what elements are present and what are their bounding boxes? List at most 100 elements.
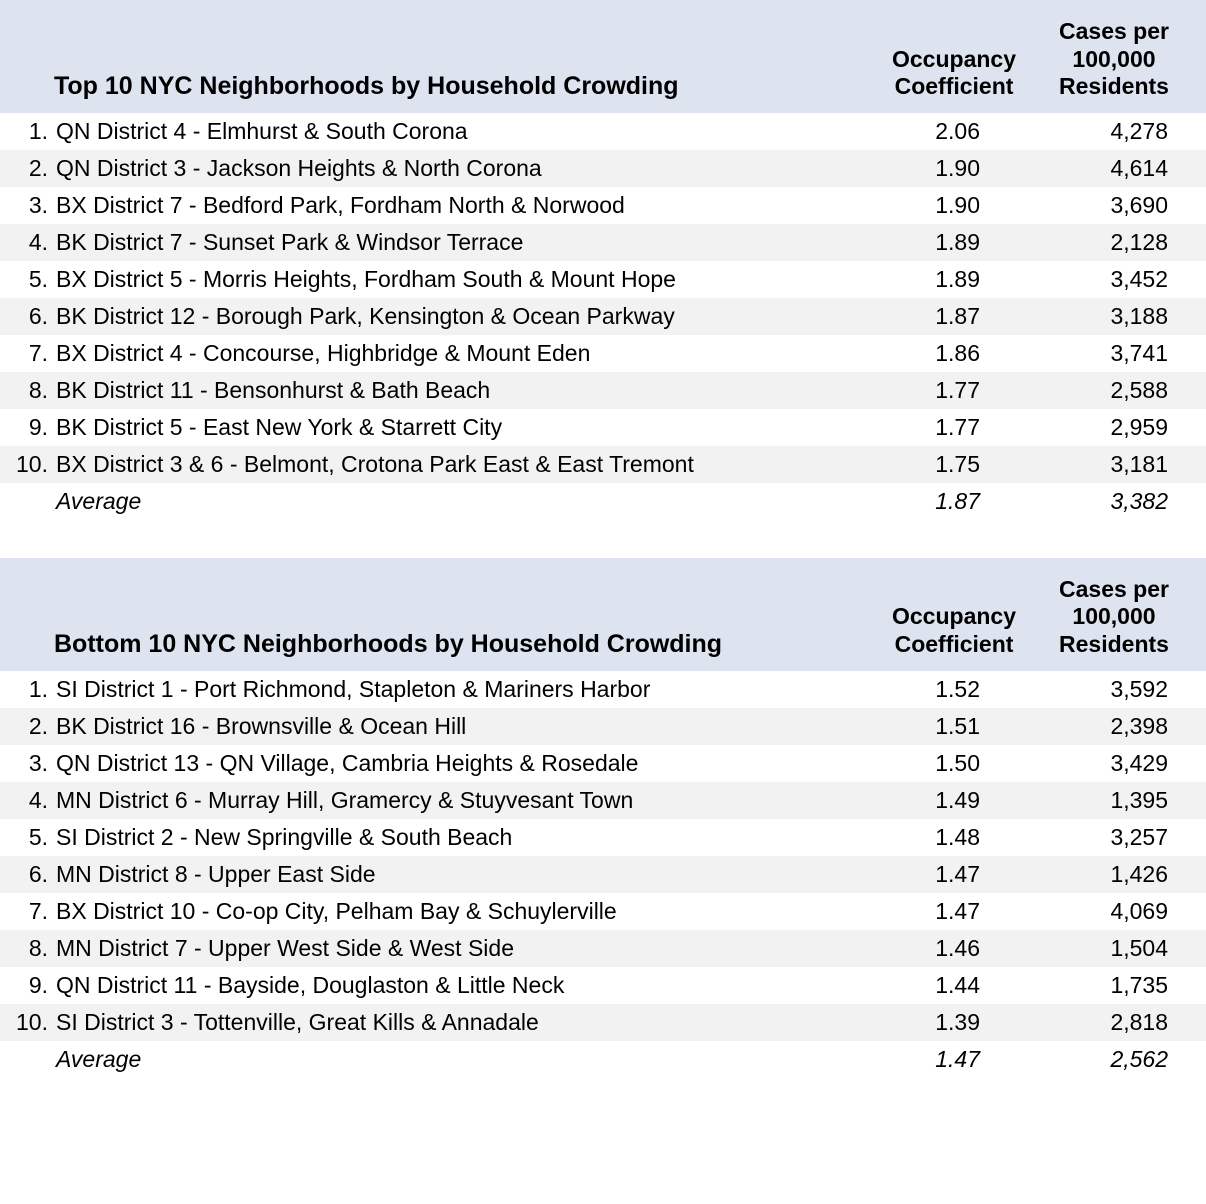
neighborhood-name: QN District 11 - Bayside, Douglaston & L… xyxy=(54,972,874,999)
table-row: 10.BX District 3 & 6 - Belmont, Crotona … xyxy=(0,446,1206,483)
occupancy-cell: 1.51 xyxy=(874,713,1034,740)
rank-cell: 9. xyxy=(12,972,54,999)
neighborhood-name: BK District 5 - East New York & Starrett… xyxy=(54,414,874,441)
table-row: 10.SI District 3 - Tottenville, Great Ki… xyxy=(0,1004,1206,1041)
neighborhood-name: QN District 4 - Elmhurst & South Corona xyxy=(54,118,874,145)
cases-cell: 1,504 xyxy=(1034,935,1194,962)
table-body-1: 1.SI District 1 - Port Richmond, Staplet… xyxy=(0,671,1206,1041)
table-row: 9.QN District 11 - Bayside, Douglaston &… xyxy=(0,967,1206,1004)
cases-cell: 4,614 xyxy=(1034,155,1194,182)
rank-cell: 6. xyxy=(12,303,54,330)
rank-cell: 1. xyxy=(12,118,54,145)
table-row: 1.SI District 1 - Port Richmond, Staplet… xyxy=(0,671,1206,708)
col-occupancy: Occupancy Coefficient xyxy=(874,603,1034,658)
table-row: 8.MN District 7 - Upper West Side & West… xyxy=(0,930,1206,967)
occupancy-cell: 1.49 xyxy=(874,787,1034,814)
rank-cell: 4. xyxy=(12,229,54,256)
rank-cell: 10. xyxy=(12,1009,54,1036)
neighborhood-name: QN District 13 - QN Village, Cambria Hei… xyxy=(54,750,874,777)
average-occ: 1.87 xyxy=(874,488,1034,515)
rank-cell: 7. xyxy=(12,898,54,925)
rank-cell: 5. xyxy=(12,266,54,293)
occupancy-cell: 1.50 xyxy=(874,750,1034,777)
rank-cell: 6. xyxy=(12,861,54,888)
rank-cell: 5. xyxy=(12,824,54,851)
bottom10-table: Bottom 10 NYC Neighborhoods by Household… xyxy=(0,558,1206,1078)
table-header: Top 10 NYC Neighborhoods by Household Cr… xyxy=(0,0,1206,113)
neighborhood-name: MN District 7 - Upper West Side & West S… xyxy=(54,935,874,962)
table-row: 5.SI District 2 - New Springville & Sout… xyxy=(0,819,1206,856)
table-row: 7.BX District 4 - Concourse, Highbridge … xyxy=(0,335,1206,372)
neighborhood-name: SI District 2 - New Springville & South … xyxy=(54,824,874,851)
neighborhood-name: QN District 3 - Jackson Heights & North … xyxy=(54,155,874,182)
average-label: Average xyxy=(12,1046,874,1073)
table-row: 9.BK District 5 - East New York & Starre… xyxy=(0,409,1206,446)
occupancy-cell: 1.48 xyxy=(874,824,1034,851)
occupancy-cell: 1.86 xyxy=(874,340,1034,367)
average-row: Average 1.87 3,382 xyxy=(0,483,1206,520)
neighborhood-name: BK District 7 - Sunset Park & Windsor Te… xyxy=(54,229,874,256)
cases-cell: 3,429 xyxy=(1034,750,1194,777)
rank-cell: 3. xyxy=(12,192,54,219)
occupancy-cell: 1.46 xyxy=(874,935,1034,962)
table-row: 6.BK District 12 - Borough Park, Kensing… xyxy=(0,298,1206,335)
neighborhood-name: MN District 8 - Upper East Side xyxy=(54,861,874,888)
table-row: 6.MN District 8 - Upper East Side1.471,4… xyxy=(0,856,1206,893)
table-row: 2.QN District 3 - Jackson Heights & Nort… xyxy=(0,150,1206,187)
occupancy-cell: 1.77 xyxy=(874,414,1034,441)
cases-cell: 2,398 xyxy=(1034,713,1194,740)
table-title: Bottom 10 NYC Neighborhoods by Household… xyxy=(12,630,874,659)
average-occ: 1.47 xyxy=(874,1046,1034,1073)
cases-cell: 2,818 xyxy=(1034,1009,1194,1036)
top10-table: Top 10 NYC Neighborhoods by Household Cr… xyxy=(0,0,1206,520)
neighborhood-name: BX District 5 - Morris Heights, Fordham … xyxy=(54,266,874,293)
occupancy-cell: 1.90 xyxy=(874,155,1034,182)
average-cases: 2,562 xyxy=(1034,1046,1194,1073)
occupancy-cell: 1.39 xyxy=(874,1009,1034,1036)
table-title: Top 10 NYC Neighborhoods by Household Cr… xyxy=(12,72,874,101)
occupancy-cell: 1.44 xyxy=(874,972,1034,999)
col-occupancy: Occupancy Coefficient xyxy=(874,46,1034,101)
cases-cell: 3,690 xyxy=(1034,192,1194,219)
neighborhood-name: BK District 16 - Brownsville & Ocean Hil… xyxy=(54,713,874,740)
neighborhood-name: BK District 11 - Bensonhurst & Bath Beac… xyxy=(54,377,874,404)
occupancy-cell: 1.52 xyxy=(874,676,1034,703)
cases-cell: 1,395 xyxy=(1034,787,1194,814)
table-row: 2.BK District 16 - Brownsville & Ocean H… xyxy=(0,708,1206,745)
neighborhood-name: BX District 10 - Co-op City, Pelham Bay … xyxy=(54,898,874,925)
rank-cell: 2. xyxy=(12,713,54,740)
cases-cell: 3,188 xyxy=(1034,303,1194,330)
occupancy-cell: 1.47 xyxy=(874,861,1034,888)
table-row: 1.QN District 4 - Elmhurst & South Coron… xyxy=(0,113,1206,150)
neighborhood-name: SI District 1 - Port Richmond, Stapleton… xyxy=(54,676,874,703)
cases-cell: 2,128 xyxy=(1034,229,1194,256)
neighborhood-name: BK District 12 - Borough Park, Kensingto… xyxy=(54,303,874,330)
occupancy-cell: 1.47 xyxy=(874,898,1034,925)
rank-cell: 3. xyxy=(12,750,54,777)
table-row: 3.QN District 13 - QN Village, Cambria H… xyxy=(0,745,1206,782)
cases-cell: 3,257 xyxy=(1034,824,1194,851)
occupancy-cell: 1.77 xyxy=(874,377,1034,404)
table-header: Bottom 10 NYC Neighborhoods by Household… xyxy=(0,558,1206,671)
rank-cell: 8. xyxy=(12,935,54,962)
table-body-0: 1.QN District 4 - Elmhurst & South Coron… xyxy=(0,113,1206,483)
occupancy-cell: 1.87 xyxy=(874,303,1034,330)
neighborhood-name: SI District 3 - Tottenville, Great Kills… xyxy=(54,1009,874,1036)
cases-cell: 2,959 xyxy=(1034,414,1194,441)
cases-cell: 3,741 xyxy=(1034,340,1194,367)
occupancy-cell: 1.90 xyxy=(874,192,1034,219)
neighborhood-name: BX District 7 - Bedford Park, Fordham No… xyxy=(54,192,874,219)
neighborhood-name: MN District 6 - Murray Hill, Gramercy & … xyxy=(54,787,874,814)
cases-cell: 2,588 xyxy=(1034,377,1194,404)
neighborhood-name: BX District 3 & 6 - Belmont, Crotona Par… xyxy=(54,451,874,478)
cases-cell: 3,452 xyxy=(1034,266,1194,293)
col-cases: Cases per 100,000 Residents xyxy=(1034,18,1194,101)
rank-cell: 4. xyxy=(12,787,54,814)
cases-cell: 3,181 xyxy=(1034,451,1194,478)
rank-cell: 1. xyxy=(12,676,54,703)
occupancy-cell: 1.75 xyxy=(874,451,1034,478)
cases-cell: 4,278 xyxy=(1034,118,1194,145)
table-row: 3.BX District 7 - Bedford Park, Fordham … xyxy=(0,187,1206,224)
cases-cell: 1,735 xyxy=(1034,972,1194,999)
rank-cell: 2. xyxy=(12,155,54,182)
